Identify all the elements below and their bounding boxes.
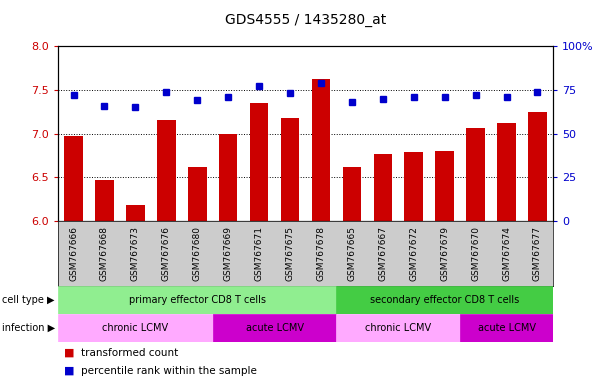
Text: GSM767677: GSM767677 [533,227,542,281]
Bar [64,136,83,221]
Bar [373,154,392,221]
Text: GSM767671: GSM767671 [255,227,263,281]
Text: primary effector CD8 T cells: primary effector CD8 T cells [129,295,266,305]
Text: chronic LCMV: chronic LCMV [365,323,431,333]
Bar [343,167,361,221]
Text: acute LCMV: acute LCMV [478,323,536,333]
Bar [528,112,547,221]
Text: percentile rank within the sample: percentile rank within the sample [81,366,257,376]
Bar [337,286,553,314]
Text: GSM767669: GSM767669 [224,227,233,281]
Text: GSM767675: GSM767675 [285,227,295,281]
Text: GSM767672: GSM767672 [409,227,419,281]
Bar [58,314,213,342]
Bar [58,286,337,314]
Bar [466,127,485,221]
Text: acute LCMV: acute LCMV [246,323,304,333]
Text: transformed count: transformed count [81,348,178,358]
Bar [404,152,423,221]
Text: GSM767670: GSM767670 [471,227,480,281]
Bar [460,314,553,342]
Text: GSM767665: GSM767665 [348,227,356,281]
Bar [95,180,114,221]
Text: GSM767673: GSM767673 [131,227,140,281]
Bar [213,314,337,342]
Text: secondary effector CD8 T cells: secondary effector CD8 T cells [370,295,519,305]
Bar [337,314,460,342]
Text: GDS4555 / 1435280_at: GDS4555 / 1435280_at [225,13,386,27]
Bar [250,103,268,221]
Text: GSM767678: GSM767678 [316,227,326,281]
Bar [219,134,238,221]
Bar [497,123,516,221]
Text: GSM767666: GSM767666 [69,227,78,281]
Text: GSM767674: GSM767674 [502,227,511,281]
Bar [281,118,299,221]
Bar [312,79,330,221]
Text: ■: ■ [64,348,75,358]
Text: GSM767676: GSM767676 [162,227,171,281]
Text: GSM767680: GSM767680 [192,227,202,281]
Text: infection ▶: infection ▶ [2,323,55,333]
Text: GSM767679: GSM767679 [440,227,449,281]
Bar [436,151,454,221]
Text: GSM767668: GSM767668 [100,227,109,281]
Text: cell type ▶: cell type ▶ [2,295,55,305]
Bar [188,167,207,221]
Text: chronic LCMV: chronic LCMV [102,323,169,333]
Text: ■: ■ [64,366,75,376]
Bar [157,121,175,221]
Text: GSM767667: GSM767667 [378,227,387,281]
Bar [126,205,145,221]
